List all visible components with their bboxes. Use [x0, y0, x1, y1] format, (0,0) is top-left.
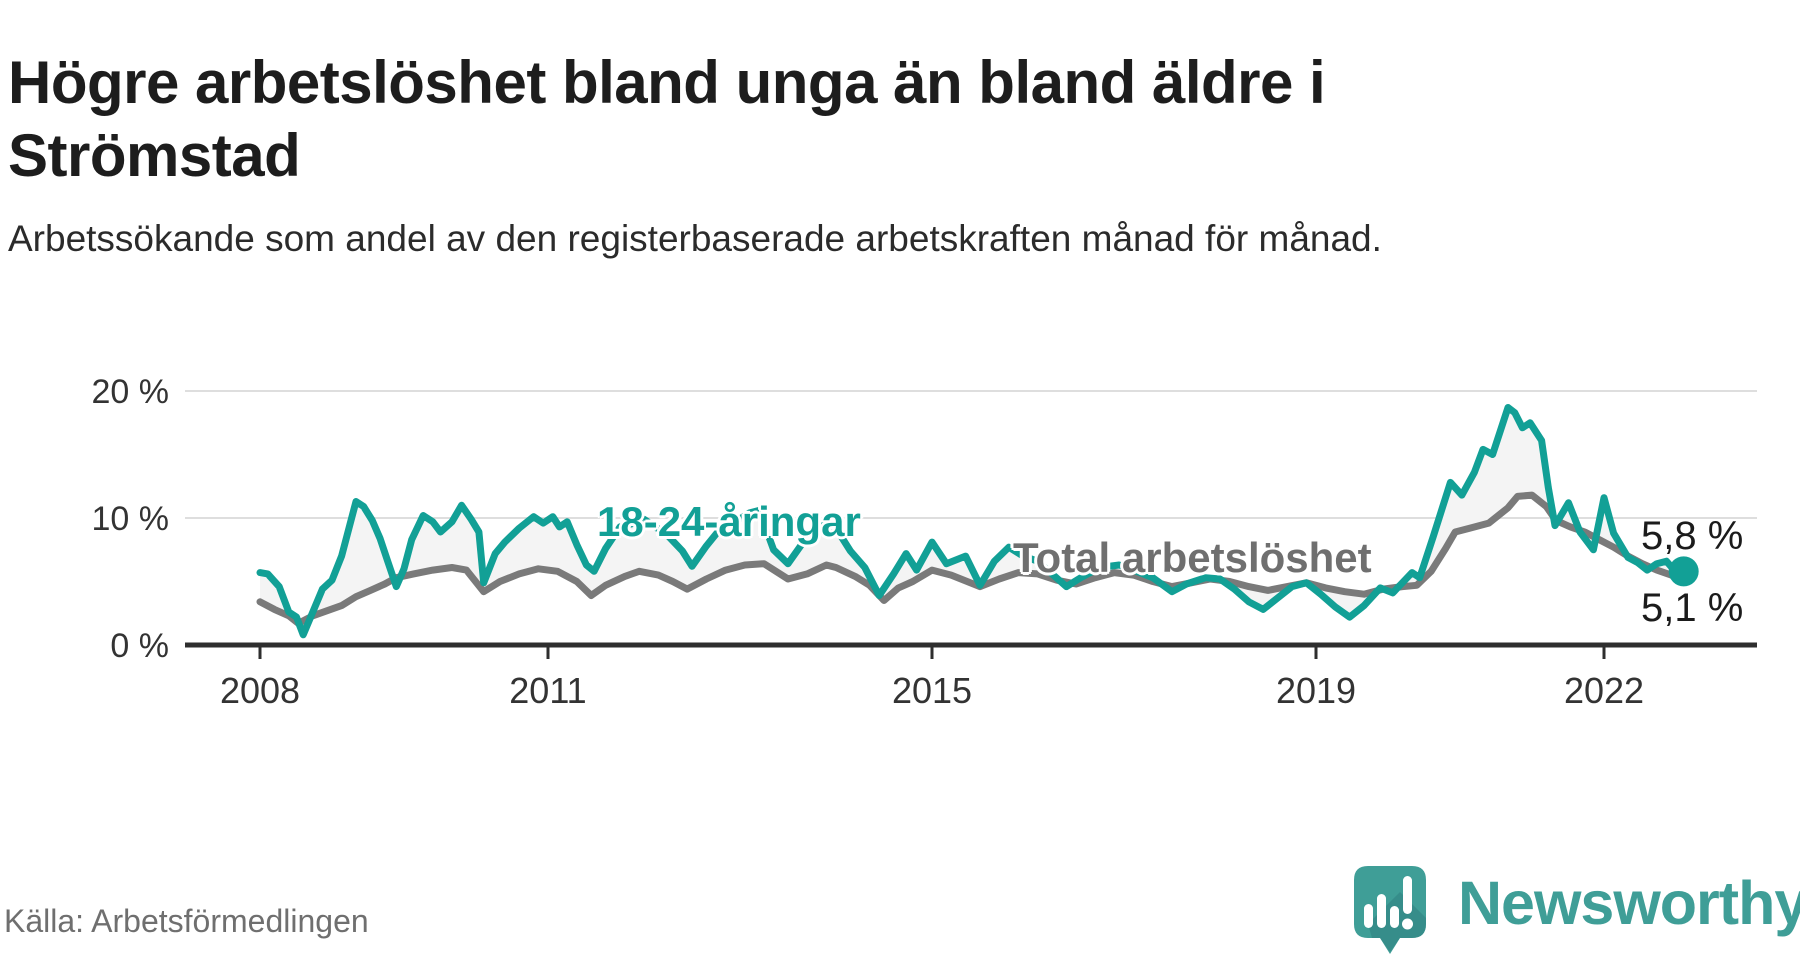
series-end-dot	[1668, 556, 1699, 587]
series-line-1	[256, 491, 1688, 627]
x-tick-label: 2008	[220, 670, 300, 711]
x-tick-label: 2022	[1564, 670, 1644, 711]
y-tick-label: 20 %	[92, 373, 170, 411]
newsworthy-logo-icon	[1354, 866, 1426, 954]
newsworthy-wordmark: Newsworthy	[1458, 869, 1800, 937]
y-tick-label: 10 %	[92, 500, 170, 538]
series-line-0	[256, 404, 1688, 639]
series-label-total: Total arbetslöshet	[1013, 534, 1372, 581]
source-note: Källa: Arbetsförmedlingen	[4, 903, 369, 939]
newsworthy-logo: Newsworthy	[1350, 862, 1800, 954]
page-title: Högre arbetslöshet bland unga än bland ä…	[8, 49, 1326, 190]
x-tick-label: 2015	[892, 670, 972, 711]
y-tick-label: 0 %	[110, 627, 169, 665]
x-tick-label: 2011	[509, 670, 586, 711]
end-value-total: 5,1 %	[1641, 586, 1744, 630]
x-tick-label: 2019	[1276, 670, 1356, 711]
end-value-youth: 5,8 %	[1641, 514, 1744, 558]
series-label-youth: 18-24-åringar	[597, 498, 861, 545]
chart-subtitle: Arbetssökande som andel av den registerb…	[8, 218, 1382, 259]
